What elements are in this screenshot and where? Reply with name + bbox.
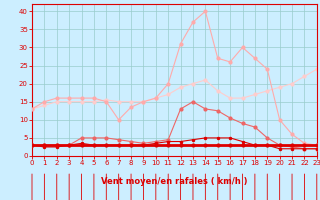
X-axis label: Vent moyen/en rafales ( km/h ): Vent moyen/en rafales ( km/h )	[101, 177, 248, 186]
